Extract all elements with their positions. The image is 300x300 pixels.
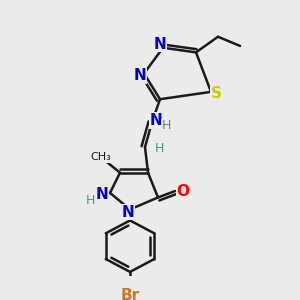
Text: H: H bbox=[85, 194, 95, 207]
Text: Br: Br bbox=[120, 288, 140, 300]
Text: N: N bbox=[122, 205, 134, 220]
Text: H: H bbox=[154, 142, 164, 155]
Text: O: O bbox=[176, 184, 190, 199]
Text: CH₃: CH₃ bbox=[91, 152, 111, 162]
Text: H: H bbox=[161, 119, 171, 132]
Text: S: S bbox=[211, 86, 221, 101]
Text: N: N bbox=[134, 68, 146, 83]
Text: N: N bbox=[96, 187, 108, 202]
Text: N: N bbox=[150, 113, 162, 128]
Text: N: N bbox=[154, 37, 166, 52]
